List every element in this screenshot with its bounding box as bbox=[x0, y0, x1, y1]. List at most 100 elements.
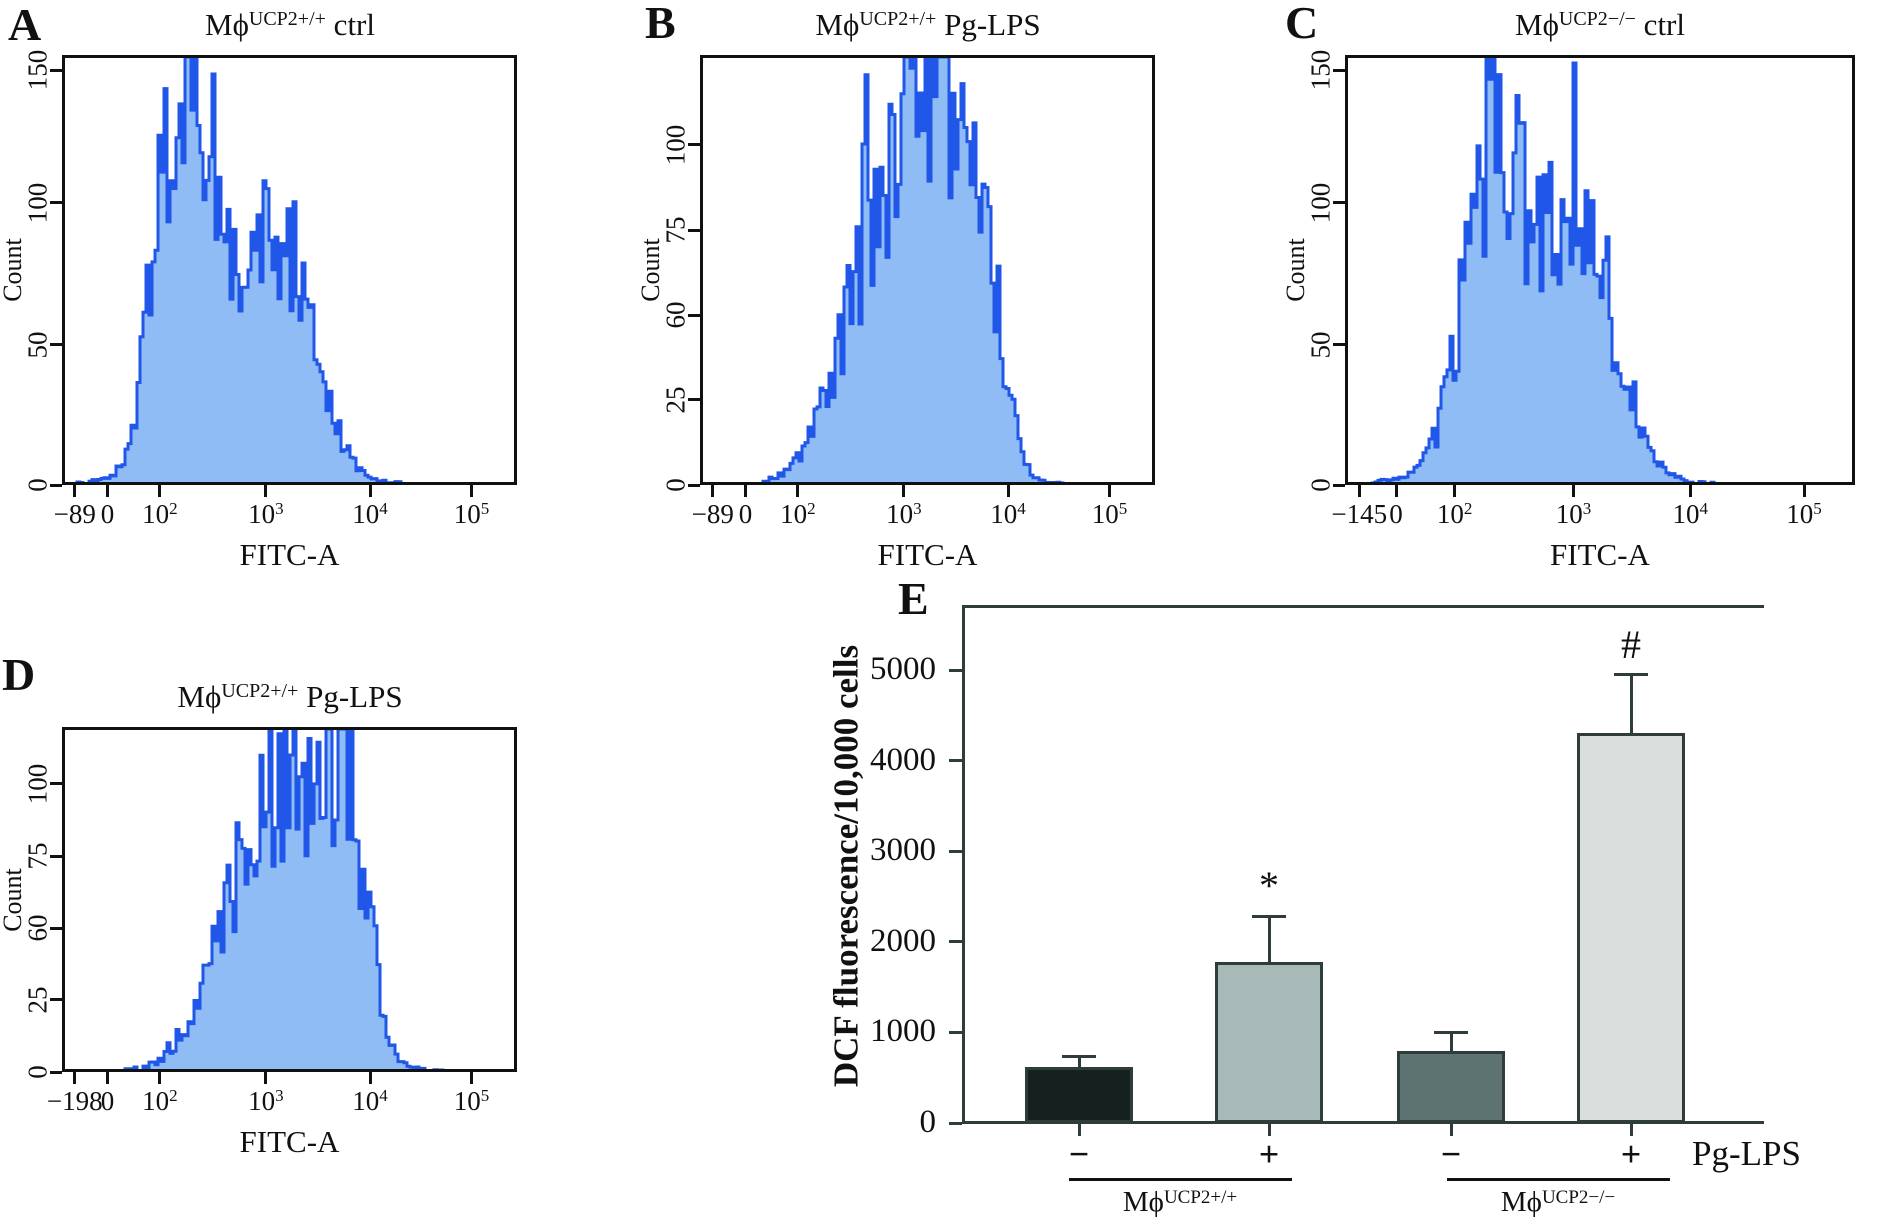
x-tick-exponent: 4 bbox=[1699, 499, 1709, 518]
e-bar-3 bbox=[1397, 1051, 1505, 1123]
panel-letter-B: B bbox=[645, 0, 676, 48]
x-tick-base: 10 bbox=[453, 499, 481, 529]
e-pg-lps-sign-2: + bbox=[1258, 1134, 1280, 1174]
x-tick-D bbox=[470, 1072, 473, 1084]
e-group-label-base: Mϕ bbox=[1500, 1186, 1542, 1218]
x-tick-base: 0 bbox=[100, 499, 115, 529]
x-tick-base: 10 bbox=[142, 1086, 170, 1116]
e-group-label-superscript: UCP2−/− bbox=[1541, 1187, 1616, 1208]
x-tick-C bbox=[1453, 485, 1457, 497]
e-y-tick-label: 5000 bbox=[870, 651, 936, 687]
y-tick-D bbox=[50, 782, 62, 786]
histogram-plot-D bbox=[62, 727, 517, 1072]
y-tick-label-A: 150 bbox=[22, 49, 53, 91]
e-bar-4 bbox=[1577, 733, 1685, 1123]
e-y-tick-label: 4000 bbox=[870, 741, 936, 778]
x-tick-label-C: 102 bbox=[1437, 499, 1473, 528]
y-tick-C bbox=[1333, 483, 1345, 487]
y-tick-D bbox=[50, 926, 62, 930]
x-tick-label-C: 0 bbox=[1389, 501, 1403, 528]
y-tick-label-B: 100 bbox=[660, 124, 691, 166]
x-tick-base: −145 bbox=[1331, 499, 1388, 529]
histogram-outline-A bbox=[87, 55, 388, 485]
x-tick-B bbox=[1006, 485, 1010, 497]
x-tick-label-D: 0 bbox=[101, 1088, 115, 1115]
histogram-outline-C bbox=[1370, 55, 1689, 485]
x-tick-base: 10 bbox=[142, 499, 170, 529]
e-significance-hash: # bbox=[1621, 621, 1641, 667]
y-tick-A bbox=[50, 483, 62, 487]
x-tick-B bbox=[744, 485, 747, 497]
y-tick-label-B: 25 bbox=[660, 386, 691, 414]
x-tick-A bbox=[470, 485, 473, 497]
x-tick-label-C: 103 bbox=[1555, 499, 1592, 529]
x-tick-base: 10 bbox=[990, 499, 1018, 529]
panel-title-superscript: UCP2+/+ bbox=[221, 680, 299, 702]
x-axis-label-C: FITC-A bbox=[1550, 537, 1650, 572]
y-tick-label-C: 50 bbox=[1305, 331, 1336, 359]
y-tick-C bbox=[1333, 201, 1345, 205]
x-tick-base: −198 bbox=[46, 1086, 103, 1116]
y-tick-label-D: 0 bbox=[22, 1065, 53, 1079]
x-tick-exponent: 3 bbox=[275, 499, 284, 518]
e-top-line bbox=[962, 605, 1764, 608]
panel-title-rest: Pg-LPS bbox=[298, 679, 403, 714]
x-tick-base: 10 bbox=[1555, 499, 1583, 529]
histogram-fill-B bbox=[769, 57, 1048, 485]
x-tick-D bbox=[264, 1072, 268, 1084]
x-tick-base: 10 bbox=[352, 499, 380, 529]
y-tick-A bbox=[50, 343, 62, 347]
x-tick-label-B: 103 bbox=[886, 500, 922, 528]
panel-title-rest: ctrl bbox=[1635, 7, 1685, 42]
x-tick-B bbox=[1108, 485, 1111, 497]
e-group-underline-2 bbox=[1447, 1178, 1670, 1181]
panel-title-base: Mϕ bbox=[815, 7, 860, 42]
x-tick-D bbox=[73, 1072, 77, 1084]
x-tick-label-D: 102 bbox=[142, 1086, 178, 1116]
x-tick-A bbox=[368, 485, 372, 497]
e-error-line-3 bbox=[1449, 1032, 1453, 1052]
panel-letter-A: A bbox=[8, 0, 42, 50]
e-y-tick-label: 3000 bbox=[870, 832, 936, 869]
x-tick-exponent: 2 bbox=[169, 1086, 178, 1105]
x-tick-base: 10 bbox=[248, 499, 276, 529]
y-tick-label-C: 0 bbox=[1305, 478, 1336, 492]
e-y-tick bbox=[949, 1030, 962, 1034]
x-tick-exponent: 5 bbox=[480, 499, 490, 518]
panel-title-rest: Pg-LPS bbox=[936, 7, 1041, 42]
x-axis-label-D: FITC-A bbox=[239, 1124, 340, 1159]
panel-title-base: Mϕ bbox=[177, 679, 222, 714]
y-tick-C bbox=[1333, 343, 1345, 347]
panel-title-superscript: UCP2−/− bbox=[1558, 8, 1636, 30]
x-tick-label-D: −198 bbox=[47, 1088, 103, 1115]
x-tick-A bbox=[106, 485, 109, 497]
y-axis-label-A: Count bbox=[0, 238, 27, 302]
x-tick-exponent: 4 bbox=[379, 499, 388, 518]
x-tick-exponent: 3 bbox=[275, 1086, 284, 1105]
x-tick-base: 0 bbox=[1389, 499, 1403, 529]
panel-title-superscript: UCP2+/+ bbox=[248, 8, 326, 30]
e-group-underline-1 bbox=[1069, 1178, 1292, 1181]
e-x-tick-2 bbox=[1267, 1124, 1271, 1136]
y-tick-label-C: 100 bbox=[1305, 182, 1336, 224]
x-tick-base: 10 bbox=[1672, 499, 1700, 529]
y-tick-label-D: 75 bbox=[22, 842, 53, 870]
x-tick-label-B: −89 bbox=[692, 501, 734, 528]
x-tick-exponent: 2 bbox=[169, 499, 178, 518]
y-axis-label-C: Count bbox=[1281, 238, 1310, 302]
x-axis-label-B: FITC-A bbox=[877, 537, 978, 572]
x-tick-D bbox=[158, 1072, 162, 1084]
x-tick-exponent: 2 bbox=[1463, 499, 1473, 518]
y-tick-label-D: 100 bbox=[22, 763, 53, 805]
y-tick-label-A: 0 bbox=[22, 478, 53, 492]
e-y-tick bbox=[949, 668, 962, 672]
x-tick-C bbox=[1688, 485, 1692, 497]
y-tick-label-B: 75 bbox=[660, 216, 691, 244]
histogram-plot-B bbox=[700, 55, 1155, 485]
x-tick-label-B: 0 bbox=[739, 501, 753, 528]
x-tick-base: 0 bbox=[738, 499, 753, 529]
y-tick-D bbox=[50, 1070, 62, 1074]
x-tick-base: 10 bbox=[453, 1086, 481, 1116]
x-tick-label-A: 103 bbox=[248, 499, 284, 529]
e-x-tick-4 bbox=[1629, 1124, 1633, 1136]
